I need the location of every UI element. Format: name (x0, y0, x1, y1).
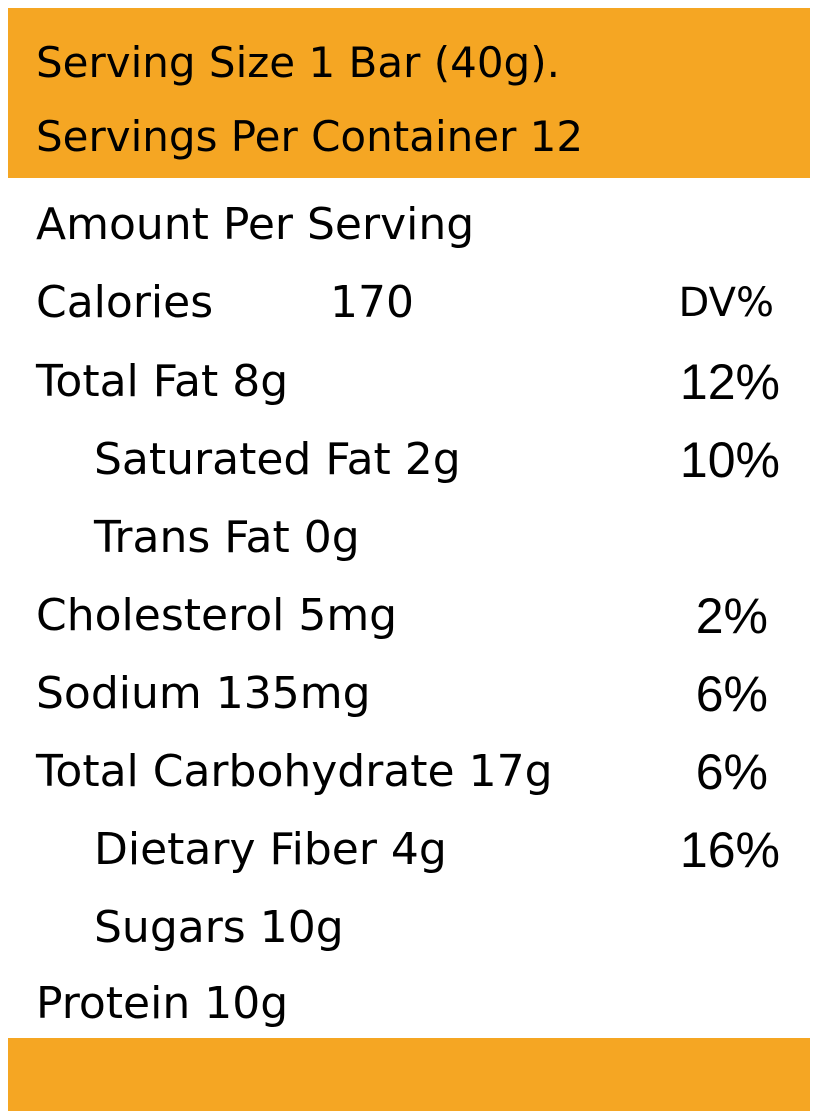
nutrient-row-protein: Protein 10g (8, 974, 810, 1034)
nutrient-row-cholesterol: Cholesterol 5mg 2% (8, 586, 810, 646)
nutrient-name: Sugars 10g (94, 902, 344, 953)
calories-value: 170 (330, 277, 414, 328)
footer-band (8, 1038, 810, 1111)
nutrient-name: Protein 10g (36, 978, 289, 1029)
amount-per-serving-row: Amount Per Serving (8, 195, 810, 255)
nutrient-dv: 10% (679, 432, 780, 488)
nutrient-row-total-fat: Total Fat 8g 12% (8, 352, 810, 412)
nutrient-name: Total Fat 8g (36, 356, 289, 407)
calories-label: Calories (36, 277, 214, 328)
nutrient-name: Dietary Fiber 4g (94, 824, 447, 875)
calories-row: Calories 170 DV% (8, 273, 810, 333)
nutrient-row-saturated-fat: Saturated Fat 2g 10% (8, 430, 810, 490)
nutrient-row-dietary-fiber: Dietary Fiber 4g 16% (8, 820, 810, 880)
nutrient-dv: 2% (695, 588, 768, 644)
nutrient-dv: 6% (695, 666, 768, 722)
nutrient-dv: 6% (695, 744, 768, 800)
nutrition-facts-label: Serving Size 1 Bar (40g). Servings Per C… (8, 8, 810, 1111)
nutrient-name: Total Carbohydrate 17g (36, 746, 553, 797)
amount-per-serving-label: Amount Per Serving (36, 199, 475, 250)
nutrient-name: Sodium 135mg (36, 668, 371, 719)
nutrient-row-trans-fat: Trans Fat 0g (8, 508, 810, 568)
dv-header: DV% (678, 280, 774, 326)
nutrient-name: Saturated Fat 2g (94, 434, 461, 485)
nutrient-dv: 12% (679, 354, 780, 410)
servings-per-container-text: Servings Per Container 12 (36, 112, 584, 161)
nutrient-row-total-carbohydrate: Total Carbohydrate 17g 6% (8, 742, 810, 802)
nutrient-name: Cholesterol 5mg (36, 590, 398, 641)
nutrient-dv: 16% (679, 822, 780, 878)
serving-size-text: Serving Size 1 Bar (40g). (36, 38, 560, 87)
nutrient-row-sugars: Sugars 10g (8, 898, 810, 958)
nutrient-name: Trans Fat 0g (94, 512, 360, 563)
nutrient-row-sodium: Sodium 135mg 6% (8, 664, 810, 724)
header-band: Serving Size 1 Bar (40g). Servings Per C… (8, 8, 810, 178)
